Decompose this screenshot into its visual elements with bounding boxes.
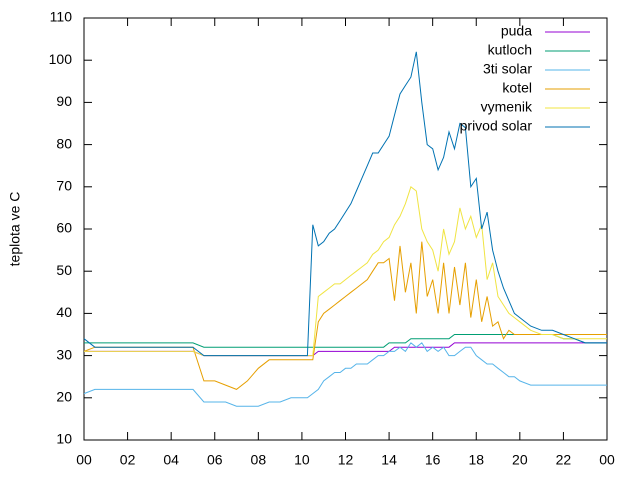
x-tick-label: 02 (120, 452, 136, 468)
y-tick-label: 90 (56, 93, 72, 109)
legend-label: kutloch (488, 42, 532, 58)
series-line (83, 51, 607, 357)
x-tick-label: 18 (468, 452, 484, 468)
x-tick-label: 12 (338, 452, 354, 468)
x-tick-label: 20 (512, 452, 528, 468)
x-tick-label: 00 (76, 452, 92, 468)
y-tick-label: 60 (56, 220, 72, 236)
x-tick-label: 22 (556, 452, 572, 468)
y-tick-label: 20 (56, 389, 72, 405)
y-tick-label: 80 (56, 135, 72, 151)
y-tick-label: 70 (56, 178, 72, 194)
x-tick-label: 06 (207, 452, 223, 468)
x-tick-label: 00 (599, 452, 615, 468)
legend-label: privod solar (460, 118, 533, 134)
y-tick-label: 30 (56, 346, 72, 362)
y-tick-label: 10 (56, 431, 72, 447)
x-tick-label: 04 (163, 452, 179, 468)
legend-label: kotel (502, 80, 532, 96)
legend-label: vymenik (481, 99, 533, 115)
series-line (83, 342, 607, 407)
series-line (83, 241, 607, 390)
y-tick-label: 110 (50, 9, 73, 25)
y-tick-label: 100 (49, 51, 73, 67)
plot-frame (83, 17, 608, 441)
x-tick-label: 10 (294, 452, 310, 468)
legend-label: 3ti solar (483, 61, 532, 77)
x-tick-label: 08 (251, 452, 267, 468)
y-axis-label: teplota ve C (7, 192, 23, 267)
y-tick-label: 40 (56, 304, 72, 320)
y-tick-label: 50 (56, 262, 72, 278)
x-tick-label: 16 (425, 452, 441, 468)
legend-label: puda (501, 23, 532, 39)
x-tick-label: 14 (381, 452, 397, 468)
